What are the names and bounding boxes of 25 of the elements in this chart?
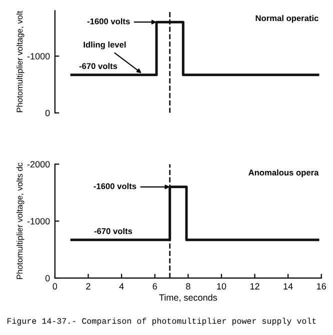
x-tick-label: 12 xyxy=(250,283,260,290)
text: Anomalous opera xyxy=(248,169,319,178)
x-tick-label: 2 xyxy=(86,283,90,290)
annotation: -670 volts xyxy=(79,62,118,70)
caption: Figure 14-37.- Comparison of photomultiplier power supply volt xyxy=(7,318,316,326)
x-tick-label: 0 xyxy=(52,283,58,290)
y-tick-label: 0 xyxy=(45,110,50,116)
annotation: -1600 volts xyxy=(87,18,130,24)
y-tick-label: 0 xyxy=(45,275,50,282)
annotation: -1600 volts xyxy=(94,183,136,190)
x-tick-label: 16 xyxy=(317,283,326,290)
x-tick-label: 10 xyxy=(217,283,226,290)
x-tick-label: 14 xyxy=(284,283,293,290)
annotation: -670 volts xyxy=(94,228,132,234)
x-tick-label: 4 xyxy=(119,283,124,290)
x-tick-label: 8 xyxy=(186,283,190,290)
annotation: Idling level xyxy=(84,41,126,50)
y-tick-label: -1000 xyxy=(27,53,50,60)
y-axis-title: Photomultiplier voltage, volts dc xyxy=(16,162,24,280)
chart-title: Normal operatic xyxy=(256,15,318,23)
x-axis-title: Time, seconds xyxy=(159,294,218,302)
y-tick-label: -2000 xyxy=(27,161,50,168)
y-tick-label: -1000 xyxy=(27,218,50,224)
x-tick-label: 6 xyxy=(152,283,157,290)
y-axis-title: Photomultiplier voltage, volt xyxy=(16,10,24,112)
